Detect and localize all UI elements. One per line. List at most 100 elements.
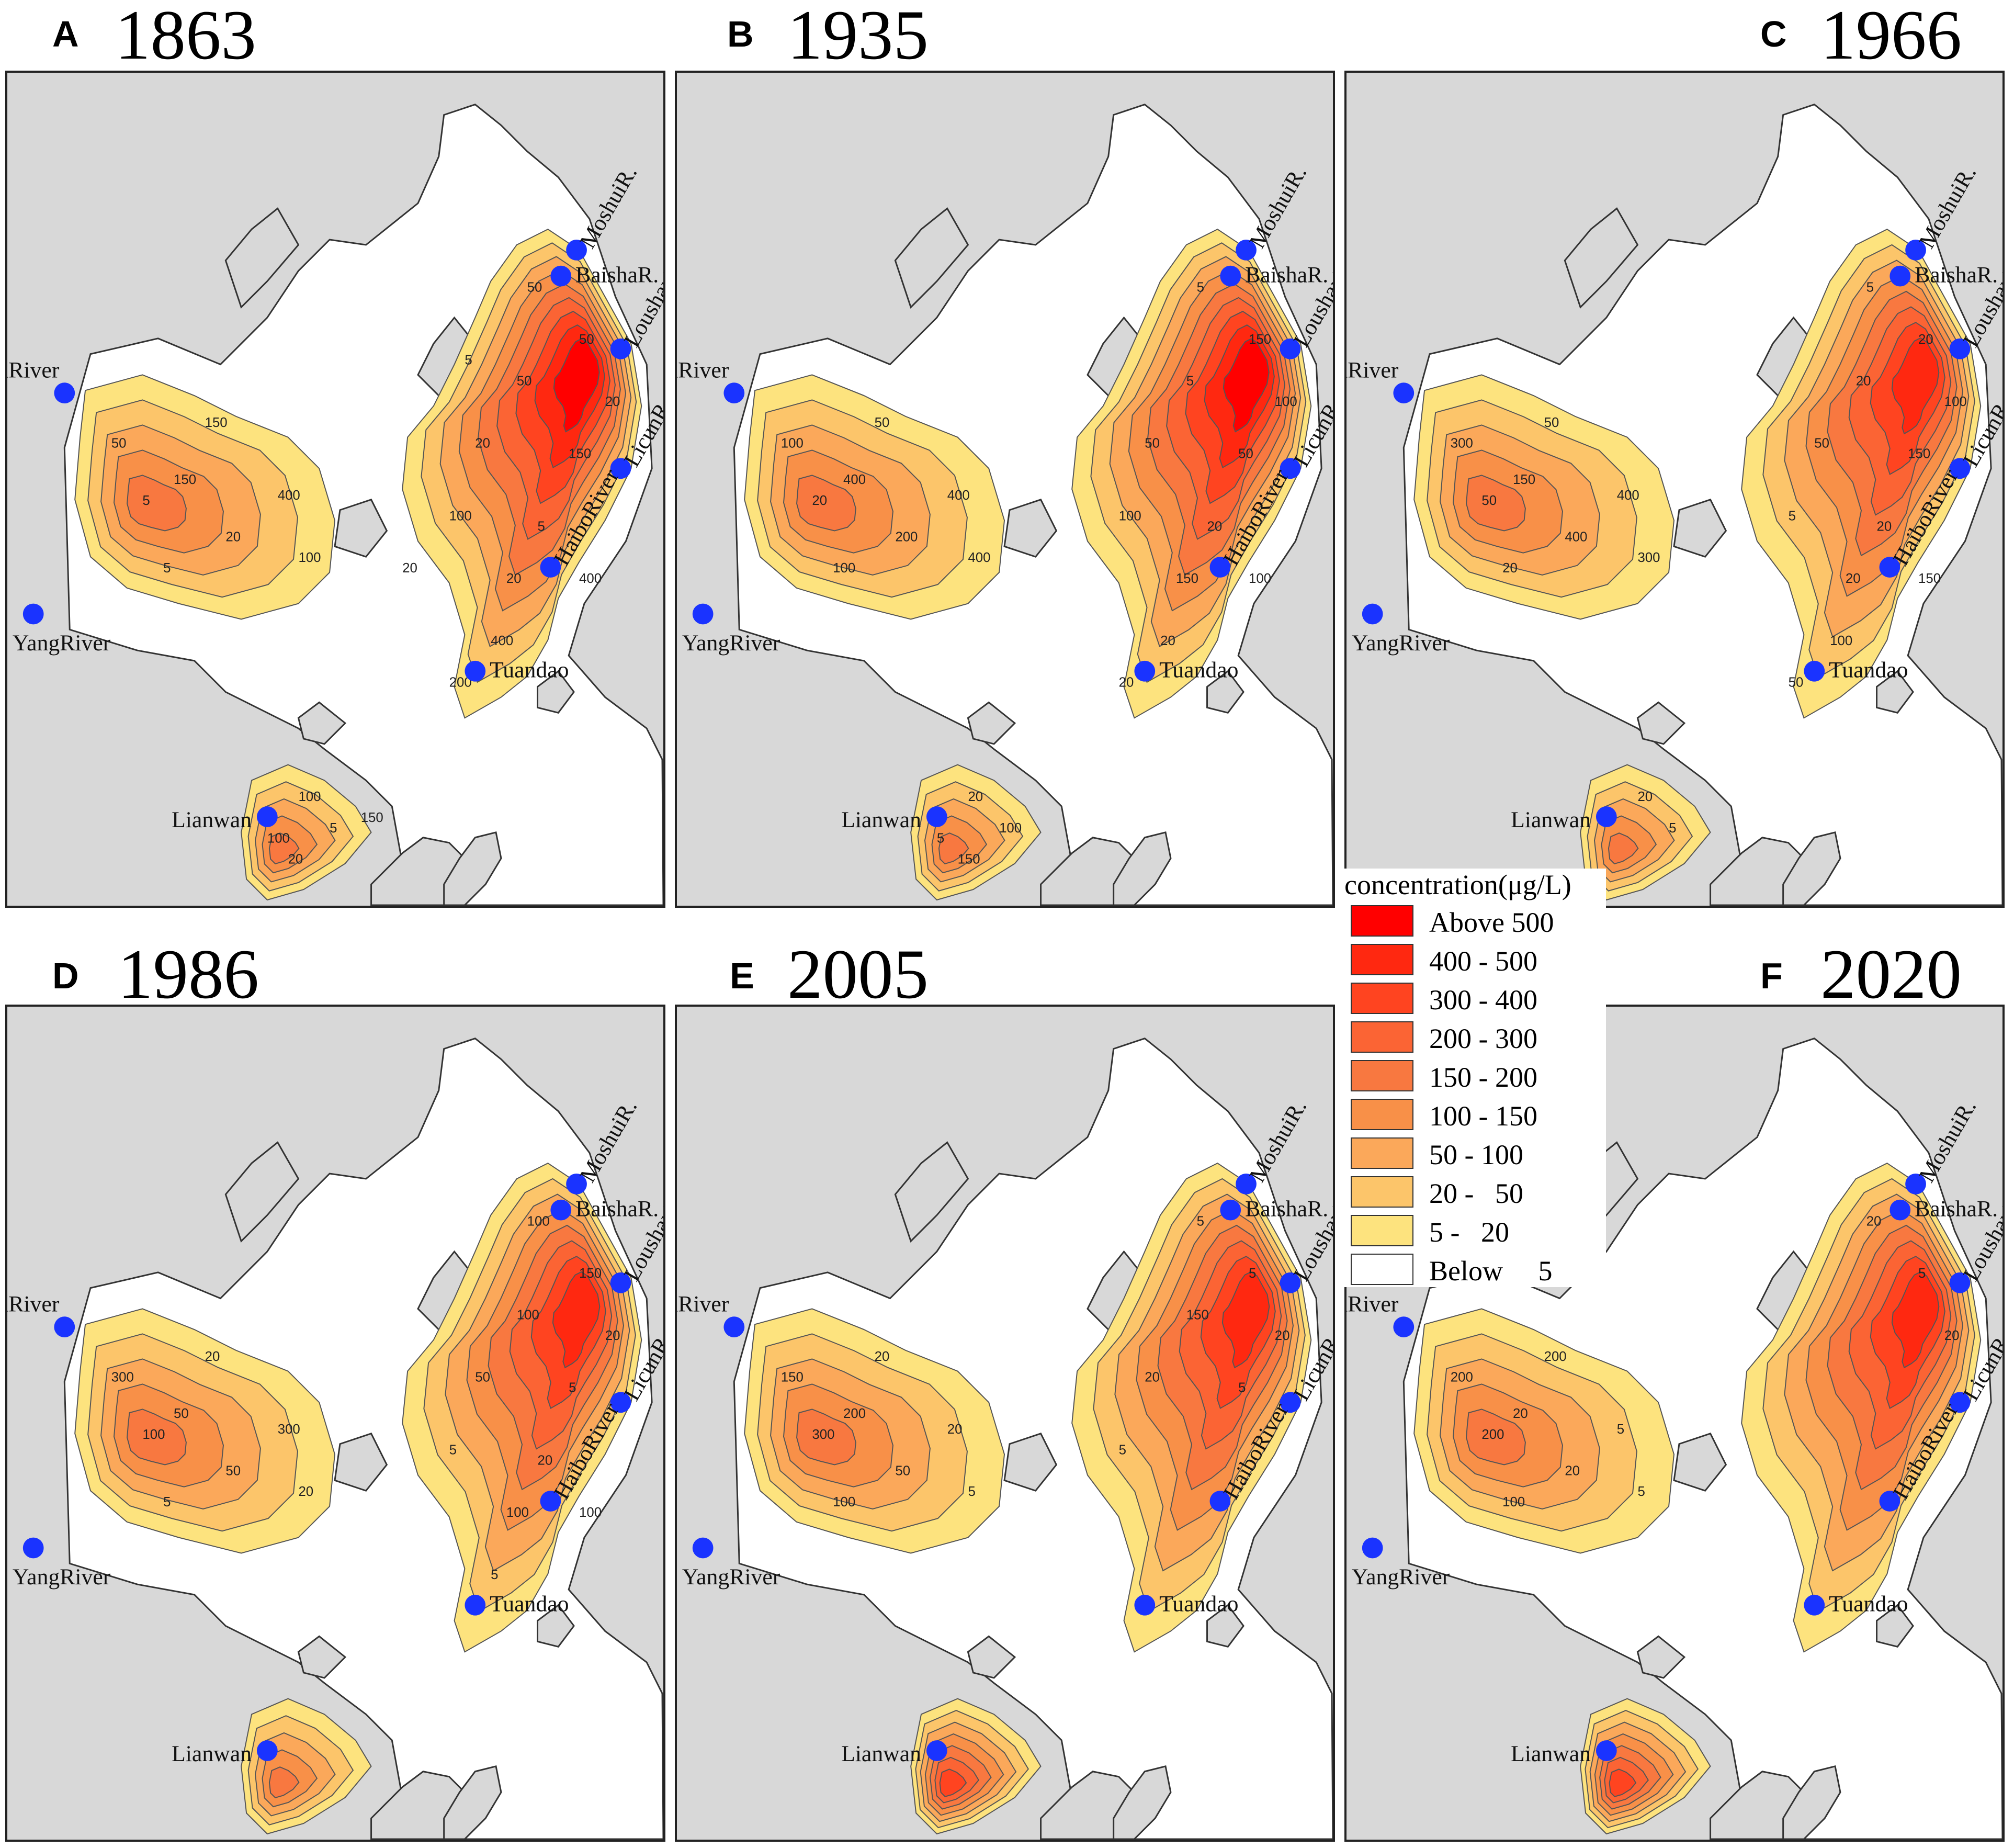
map-D-station-marker (540, 1491, 561, 1512)
map-C-headland (1636, 701, 1686, 745)
map-panel-C: 50 300 150 400 400 300 20 50 5 20 100 150 20 50 5 20 20 1… (1344, 71, 2005, 908)
map-C-station-marker (1889, 265, 1911, 287)
map-B-contour-label: 150 (1176, 571, 1198, 586)
map-C-contour-label: 20 (1637, 790, 1653, 804)
map-E-headland (894, 1141, 969, 1243)
map-F-east-contour-bands (1741, 1163, 1982, 1653)
map-B-station-label: YangRiver (682, 630, 780, 656)
map-C-station-label: Tuandao (1829, 658, 1908, 683)
map-panel-B: 20 100 400 200 400 400 100 50 5 150 100 50 5 50 100 20 1… (675, 71, 1335, 908)
map-B-west-contour-band (796, 475, 856, 532)
map-B-headland (1003, 499, 1058, 558)
map-D-contour-label: 100 (579, 1505, 602, 1520)
map-E-station-label: YangRiver (682, 1564, 780, 1590)
map-B-contour-label: 5 (1197, 280, 1204, 295)
map-E-lianwan-contour-band (939, 1768, 967, 1797)
map-C-station-marker (1879, 557, 1900, 578)
map-A-station-label: BaishaR. (575, 263, 659, 288)
map-C-west-contour-band (1466, 475, 1526, 532)
map-D-lianwan-contour-band (268, 1766, 300, 1799)
map-C-contour-label: 20 (1856, 374, 1871, 388)
map-C-contour-label: 100 (1830, 634, 1852, 648)
map-F-station-marker (1879, 1491, 1900, 1512)
map-B-station-marker (1280, 338, 1301, 359)
map-B-lianwan-contour-band (938, 832, 969, 865)
map-C-contour-label: 300 (1451, 436, 1473, 451)
map-C-contour-label: 50 (1481, 493, 1497, 508)
map-panel-D: 100 300 50 50 300 20 5 20 100 150 20 5 100 50 5 20 100 10… (5, 1005, 665, 1842)
map-A-contour-label: 100 (298, 550, 321, 565)
map-A-station-marker (550, 265, 572, 287)
map-D-contour-label: 300 (278, 1422, 300, 1437)
map-B-contour-label: 50 (1238, 446, 1253, 461)
map-A-contour-label: 20 (288, 852, 303, 866)
map-C-contour-label: 5 (1669, 821, 1676, 836)
map-B-contour-label: 400 (843, 472, 866, 487)
map-F-station-marker (1949, 1392, 1971, 1413)
map-C-station-marker (1905, 240, 1926, 261)
map-E-station-label: Tuandao (1159, 1592, 1238, 1617)
map-D-station-marker (54, 1316, 75, 1338)
map-D-station-label: Lianwan (172, 1741, 252, 1766)
map-E-east-contour-bands (1071, 1163, 1312, 1653)
legend-label: 20 - 50 (1429, 1178, 1523, 1209)
map-E-station-label: BaishaR. (1245, 1197, 1328, 1222)
map-E-contour-label: 300 (812, 1427, 834, 1442)
legend-label: 400 - 500 (1429, 945, 1537, 977)
map-B-svg: 20 100 400 200 400 400 100 50 5 150 100 50 5 50 100 20 1… (677, 73, 1333, 906)
map-C-station-marker (1949, 458, 1971, 479)
map-E-east-contour-band (1221, 1271, 1270, 1369)
map-D-contour-label: 5 (569, 1380, 576, 1395)
map-F-station-label: Tuandao (1829, 1592, 1908, 1617)
map-E-station-marker (723, 1316, 745, 1338)
map-F-west-contour-bands (1413, 1308, 1675, 1554)
map-D-headland (443, 1765, 502, 1840)
map-C-station-label: YangRiver (1352, 630, 1450, 656)
map-A-contour-label: 50 (527, 280, 542, 295)
map-F-contour-label: 5 (1617, 1422, 1624, 1437)
map-A-headland (224, 207, 300, 309)
map-A-contour-label: 5 (330, 821, 337, 836)
legend-swatch (1351, 1254, 1413, 1285)
panel-A-letter: A (52, 14, 79, 54)
map-C-headland (1673, 499, 1727, 558)
map-D-contour-label: 100 (142, 1427, 165, 1442)
map-D-contour-label: 100 (527, 1214, 550, 1229)
map-D-contour-label: 20 (205, 1349, 220, 1364)
map-B-contour-label: 100 (1275, 395, 1297, 409)
map-B-contour-label: 100 (833, 561, 855, 576)
map-C-contour-label: 5 (1789, 509, 1796, 524)
map-E-contour-label: 20 (875, 1349, 890, 1364)
map-F-station-marker (1393, 1316, 1415, 1338)
map-A-west-contour-bands (74, 374, 336, 620)
map-E-contour-label: 5 (968, 1484, 975, 1499)
map-C-station-marker (1362, 603, 1383, 625)
map-A-contour-label: 400 (278, 488, 300, 503)
legend-swatch (1351, 1176, 1413, 1208)
map-D-station-label: DaguRiver (7, 1291, 60, 1316)
map-C-headland (1564, 207, 1639, 309)
map-E-station-marker (1209, 1491, 1231, 1512)
map-F-station-label: BaishaR. (1915, 1197, 1998, 1222)
map-D-contour-label: 20 (605, 1328, 620, 1343)
map-B-contour-label: 100 (781, 436, 804, 451)
map-B-headland (967, 701, 1016, 745)
map-D-contour-label: 5 (449, 1443, 457, 1458)
legend-label: Below 5 (1429, 1255, 1553, 1287)
map-D-svg: 100 300 50 50 300 20 5 20 100 150 20 5 100 50 5 20 100 10… (7, 1007, 663, 1840)
map-F-station-marker (1905, 1174, 1926, 1195)
map-B-contour-label: 50 (1145, 436, 1160, 451)
map-B-station-marker (926, 806, 947, 827)
map-F-lianwan-contour-band (1609, 1768, 1637, 1797)
map-C-contour-label: 150 (1918, 571, 1941, 586)
map-D-contour-label: 20 (298, 1484, 313, 1499)
map-C-station-marker (1596, 806, 1617, 827)
map-A-headland (297, 701, 347, 745)
map-E-station-marker (1134, 1594, 1156, 1616)
panel-A-year: 1863 (115, 0, 256, 74)
map-B-contour-label: 200 (895, 529, 918, 544)
map-F-west-contour-band (1466, 1408, 1526, 1466)
map-A-station-marker (256, 806, 278, 827)
map-A-contour-label: 50 (111, 436, 127, 451)
legend-swatch (1351, 1137, 1413, 1169)
